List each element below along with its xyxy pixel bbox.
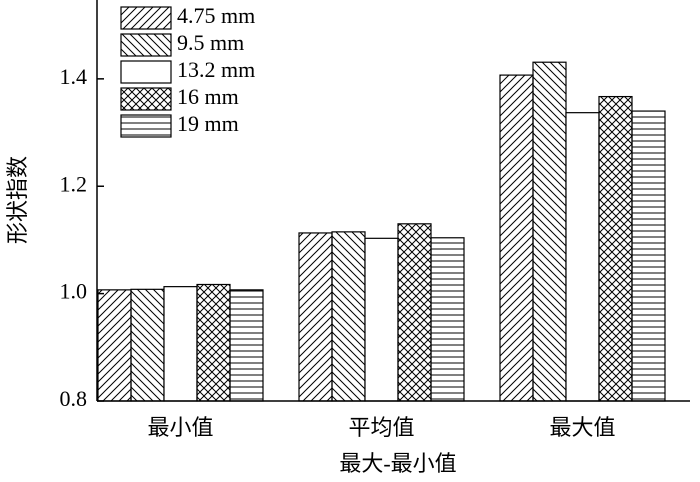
bar [631, 110, 666, 402]
x-tick-label: 平均值 [348, 415, 414, 440]
bar [565, 112, 600, 402]
bar [499, 74, 534, 402]
bar [229, 289, 264, 402]
bar [331, 231, 366, 402]
bar [97, 289, 132, 402]
bar [298, 232, 333, 402]
bar [196, 283, 231, 402]
legend-label: 16 mm [177, 84, 239, 109]
y-tick-label: 0.8 [60, 386, 88, 411]
bar [364, 237, 399, 402]
y-tick-label: 1.4 [60, 64, 88, 89]
y-tick-label: 1.0 [60, 279, 88, 304]
legend-label: 19 mm [177, 111, 239, 136]
bar [598, 95, 633, 402]
legend-label: 4.75 mm [177, 3, 255, 28]
legend-label: 13.2 mm [177, 57, 255, 82]
legend-swatch [120, 60, 172, 84]
bar [430, 237, 465, 402]
legend-swatch [120, 6, 172, 30]
x-tick-label: 最小值 [147, 415, 213, 440]
x-axis-label: 最大-最小值 [339, 451, 456, 476]
y-tick-label: 1.2 [60, 171, 88, 196]
legend-swatch [120, 87, 172, 111]
y-axis-label: 形状指数 [5, 156, 30, 244]
bar [163, 286, 198, 402]
bar [532, 61, 567, 402]
bar [130, 288, 165, 402]
legend-label: 9.5 mm [177, 30, 244, 55]
x-tick-label: 最大值 [549, 415, 615, 440]
legend-swatch [120, 114, 172, 138]
bar [397, 223, 432, 402]
legend-swatch [120, 33, 172, 57]
